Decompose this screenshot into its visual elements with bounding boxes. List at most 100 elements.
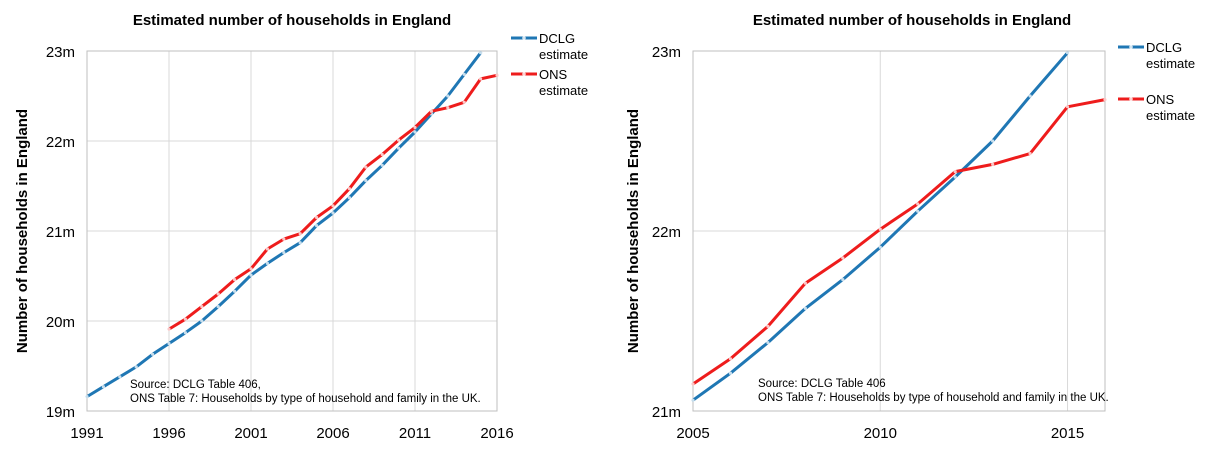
x-tick-label: 2016 <box>480 425 513 442</box>
data-point <box>446 106 450 110</box>
data-point <box>691 398 695 402</box>
chart-2: 2005 2010 2015 21m 22m 23m Estimated number of… <box>625 12 1195 442</box>
data-point <box>298 241 302 245</box>
legend-marker <box>1129 97 1133 101</box>
series-dclg <box>85 51 483 399</box>
data-point <box>728 357 733 361</box>
data-point <box>841 256 845 260</box>
legend-label: estimate <box>539 83 588 98</box>
data-point <box>916 202 920 206</box>
source-note: Source: DCLG Table 406, <box>130 379 261 391</box>
chart-1: 1991 1996 2001 2006 2011 2016 19m 20m 21m 22m 23m E… <box>14 12 588 442</box>
data-point <box>331 204 335 208</box>
legend-label: estimate <box>539 47 588 62</box>
x-tick-label: 2006 <box>316 425 349 442</box>
data-point <box>766 324 770 328</box>
data-point <box>397 146 401 150</box>
data-point <box>1103 98 1107 102</box>
data-point <box>315 224 319 228</box>
data-point <box>265 247 269 251</box>
data-point <box>315 215 319 220</box>
data-point <box>916 209 920 213</box>
data-point <box>233 278 237 282</box>
source-note: ONS Table 7: Households by type of house… <box>758 392 1109 404</box>
x-tick-label: 2005 <box>676 425 709 442</box>
data-point <box>216 292 220 296</box>
data-point <box>878 227 882 231</box>
legend-label: estimate <box>1146 108 1195 123</box>
legend-marker <box>522 36 526 40</box>
data-point <box>953 175 957 179</box>
data-point <box>479 51 483 55</box>
data-point <box>364 179 368 183</box>
y-tick-label: 21m <box>652 404 681 421</box>
series-line <box>85 51 483 399</box>
data-point <box>462 100 466 104</box>
plot-frame <box>692 50 1106 412</box>
data-point <box>183 331 187 335</box>
source-note: ONS Table 7: Households by type of house… <box>130 393 481 405</box>
y-tick-label: 22m <box>652 224 681 241</box>
data-point <box>1028 94 1032 98</box>
data-point <box>380 163 384 167</box>
data-point <box>397 138 401 142</box>
data-point <box>298 232 302 236</box>
data-point <box>495 73 499 77</box>
data-point <box>803 306 807 310</box>
data-point <box>167 341 171 346</box>
data-point <box>85 395 89 399</box>
data-point <box>347 187 351 191</box>
series-ons <box>691 98 1107 386</box>
legend-label: DCLG <box>1146 40 1182 55</box>
data-point <box>1065 51 1070 55</box>
data-point <box>728 371 733 375</box>
data-point <box>766 341 770 345</box>
data-point <box>380 152 384 157</box>
legend-marker <box>522 72 526 76</box>
data-point <box>953 170 957 174</box>
data-point <box>347 196 351 200</box>
data-point <box>991 139 995 143</box>
x-tick-label: 1991 <box>70 425 103 442</box>
y-tick-label: 22m <box>46 134 75 151</box>
data-point <box>249 273 253 277</box>
data-point <box>151 352 155 356</box>
data-point <box>265 261 269 265</box>
data-point <box>233 289 237 293</box>
data-point <box>429 109 433 113</box>
chart-title: Estimated number of households in Englan… <box>753 12 1071 29</box>
data-point <box>413 125 417 130</box>
data-point <box>479 77 483 81</box>
legend-label: DCLG <box>539 31 575 46</box>
y-tick-label: 23m <box>652 44 681 61</box>
data-point <box>249 267 253 271</box>
x-tick-label: 1996 <box>152 425 185 442</box>
data-point <box>841 278 845 282</box>
data-point <box>101 385 105 389</box>
legend-label: ONS <box>539 67 568 82</box>
x-tick-label: 2010 <box>864 425 897 442</box>
data-point <box>1065 105 1070 109</box>
y-axis-label: Number of households in England <box>625 109 642 353</box>
data-point <box>216 305 220 309</box>
y-tick-label: 19m <box>46 404 75 421</box>
y-tick-label: 23m <box>46 44 75 61</box>
data-point <box>878 245 882 249</box>
x-tick-label: 2015 <box>1051 425 1084 442</box>
data-point <box>446 94 450 98</box>
data-point <box>200 305 204 309</box>
legend-marker <box>1129 45 1133 49</box>
data-point <box>803 281 807 285</box>
data-point <box>282 237 286 241</box>
y-axis-label: Number of households in England <box>14 109 31 353</box>
data-point <box>462 72 466 76</box>
chart-title: Estimated number of households in Englan… <box>133 12 451 29</box>
data-point <box>200 319 204 323</box>
legend-label: estimate <box>1146 56 1195 71</box>
data-point <box>413 130 417 134</box>
legend-label: ONS <box>1146 92 1175 107</box>
